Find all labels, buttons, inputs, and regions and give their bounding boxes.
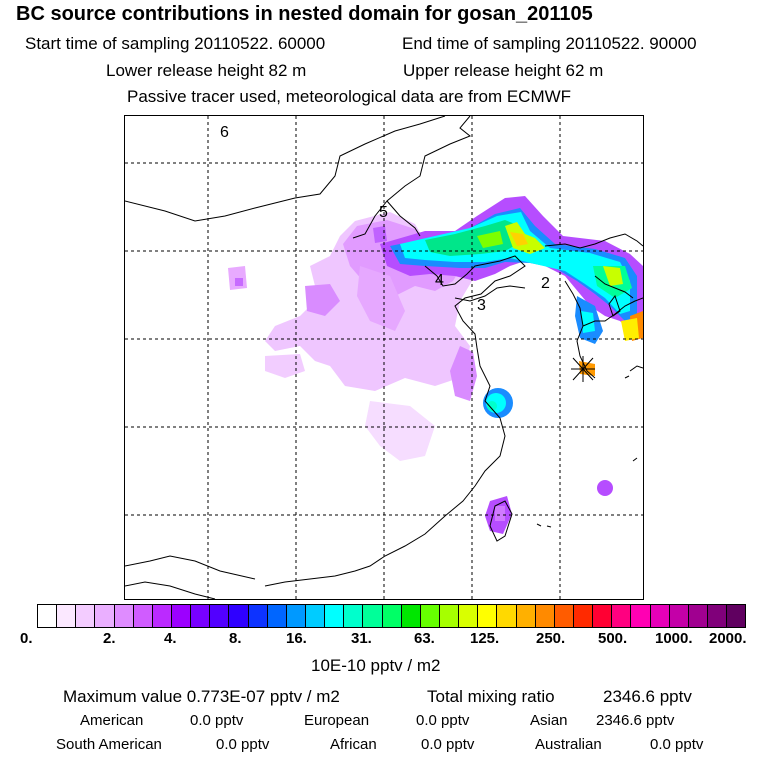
colorbar-swatch [344,605,364,627]
region-label-4: 4 [435,272,444,289]
asian-value: 2346.6 pptv [596,712,675,729]
american-label: American [80,712,144,729]
colorbar-swatch [38,605,58,627]
colorbar-tick: 2. [103,630,116,647]
australian-value: 0.0 pptv [650,736,704,753]
colorbar-swatch [516,605,536,627]
colorbar-swatch [114,605,134,627]
colorbar-swatch [650,605,670,627]
receptor-marker [571,356,595,382]
american-value: 0.0 pptv [190,712,244,729]
colorbar-swatch [497,605,517,627]
maximum-value: Maximum value 0.773E-07 pptv / m2 [63,687,340,706]
colorbar [37,604,746,628]
map-panel: 6 5 4 3 2 [124,115,644,600]
south-american-label: South American [56,736,162,753]
colorbar-tick: 500. [598,630,628,647]
colorbar-swatch [478,605,498,627]
lower-release-height: Lower release height 82 m [106,61,307,80]
colorbar-tick: 31. [351,630,372,647]
african-value: 0.0 pptv [421,736,475,753]
colorbar-swatch [305,605,326,627]
colorbar-tick: 4. [164,630,177,647]
colorbar-tick: 2000. [709,630,747,647]
region-label-2: 2 [541,275,550,292]
colorbar-swatch [420,605,440,627]
colorbar-swatch [401,605,421,627]
colorbar-swatch [133,605,153,627]
colorbar-swatch [267,605,287,627]
total-mixing-ratio-value: 2346.6 pptv [603,687,692,706]
region-label-3: 3 [477,297,486,314]
colorbar-tick: 16. [286,630,307,647]
asian-label: Asian [530,712,568,729]
plot-title: BC source contributions in nested domain… [16,3,593,25]
colorbar-tick: 1000. [655,630,693,647]
colorbar-swatch [248,605,268,627]
colorbar-swatch [171,605,192,627]
map-canvas [125,116,643,599]
colorbar-swatch [76,605,96,627]
colorbar-unit: 10E-10 pptv / m2 [311,656,441,675]
lat-lon-grid [125,116,643,599]
colorbar-swatch [229,605,249,627]
colorbar-swatch [325,605,345,627]
colorbar-swatch [727,605,746,627]
colorbar-tick: 125. [470,630,500,647]
colorbar-swatch [631,605,651,627]
colorbar-swatch [554,605,574,627]
colorbar-swatch [439,605,460,627]
european-label: European [304,712,370,729]
colorbar-swatch [459,605,479,627]
colorbar-swatch [612,605,632,627]
colorbar-swatch [573,605,594,627]
colorbar-tick: 0. [20,630,33,647]
colorbar-tick: 63. [414,630,435,647]
tracer-note: Passive tracer used, meteorological data… [127,87,572,106]
colorbar-swatch [535,605,555,627]
total-mixing-ratio-label: Total mixing ratio [427,687,555,706]
australian-label: Australian [535,736,602,753]
colorbar-swatch [707,605,728,627]
colorbar-swatch [688,605,708,627]
south-american-value: 0.0 pptv [216,736,270,753]
colorbar-swatch [95,605,115,627]
colorbar-swatch [57,605,77,627]
colorbar-swatch [669,605,689,627]
colorbar-swatch [191,605,211,627]
colorbar-tick: 8. [229,630,242,647]
colorbar-swatch [286,605,306,627]
start-time: Start time of sampling 20110522. 60000 [25,34,326,53]
concentration-field [228,196,643,534]
region-label-6: 6 [220,124,229,141]
colorbar-swatch [593,605,613,627]
colorbar-swatch [382,605,402,627]
end-time: End time of sampling 20110522. 90000 [402,34,697,53]
colorbar-tick: 250. [536,630,566,647]
colorbar-swatch [210,605,230,627]
colorbar-swatch [363,605,383,627]
european-value: 0.0 pptv [416,712,470,729]
colorbar-swatch [152,605,172,627]
region-label-5: 5 [379,204,388,221]
african-label: African [330,736,377,753]
upper-release-height: Upper release height 62 m [403,61,604,80]
